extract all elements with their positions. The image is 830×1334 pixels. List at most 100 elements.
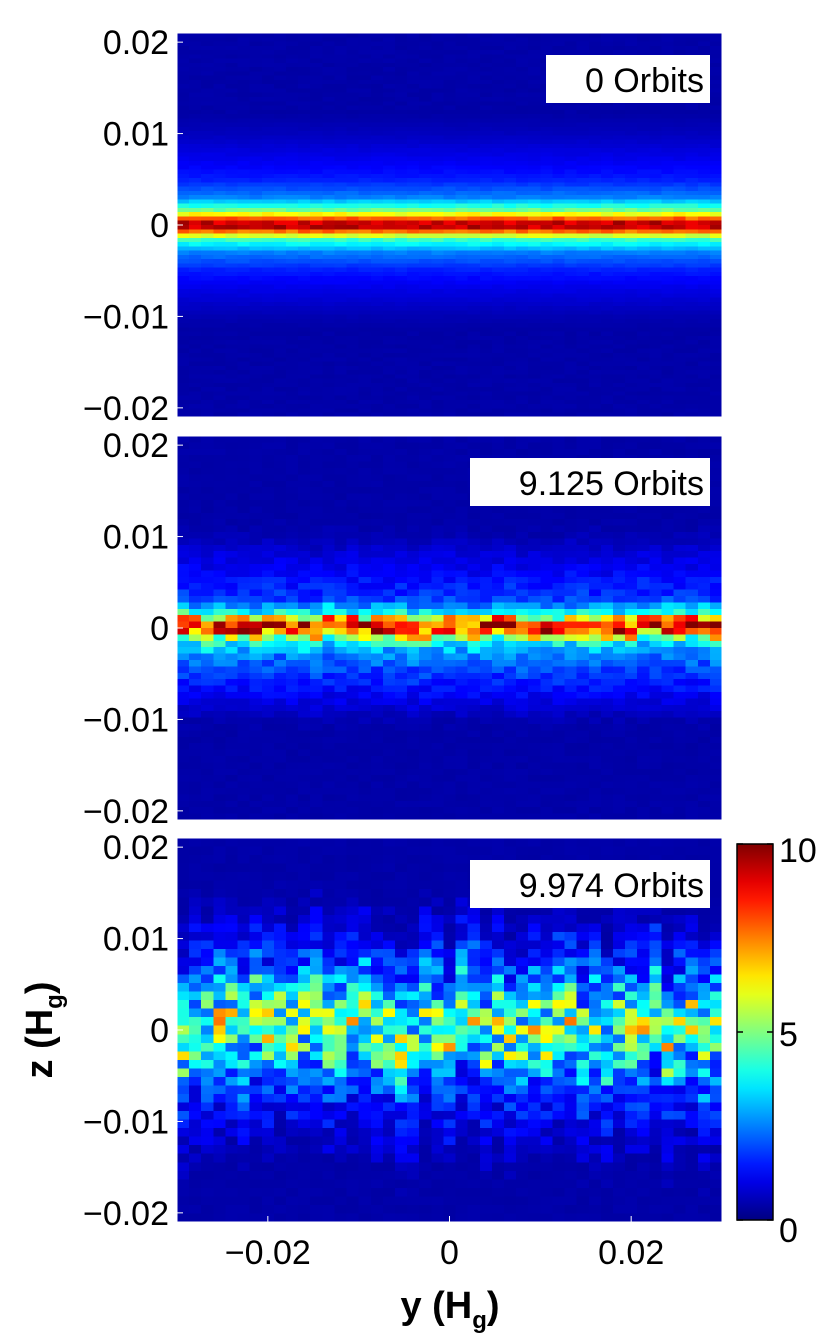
heatmap-cell (491, 165, 505, 171)
heatmap-cell (177, 474, 190, 482)
heatmap-cell (540, 318, 554, 324)
heatmap-cell (273, 259, 287, 264)
heatmap-cell (407, 448, 420, 456)
heatmap-cell (382, 348, 396, 354)
heatmap-cell (709, 45, 723, 51)
heatmap-cell (600, 408, 614, 414)
heatmap-cell (455, 126, 469, 132)
heatmap-cell (431, 216, 445, 222)
heatmap-cell (358, 564, 372, 571)
heatmap-cell (358, 199, 372, 205)
heatmap-cell (588, 327, 602, 333)
heatmap-cell (588, 143, 602, 149)
heatmap-cell (382, 361, 396, 367)
heatmap-cell (382, 246, 396, 252)
heatmap-cell (455, 487, 469, 495)
y-tick-label: −0.01 (83, 298, 169, 336)
heatmap-cell (516, 182, 529, 188)
heatmap-cell (346, 263, 360, 269)
heatmap-cell (431, 512, 445, 520)
heatmap-cell (516, 190, 529, 196)
heatmap-cell (334, 75, 348, 81)
heatmap-cell (189, 97, 202, 102)
heatmap-cell (661, 436, 675, 443)
heatmap-cell (685, 143, 699, 149)
heatmap-cell (576, 357, 590, 363)
heatmap-cell (613, 101, 626, 107)
heatmap-cell (322, 395, 336, 401)
heatmap-cell (286, 382, 299, 388)
heatmap-cell (273, 382, 287, 388)
heatmap-cell (443, 254, 457, 260)
heatmap-cell (685, 538, 699, 546)
heatmap-cell (600, 169, 614, 175)
heatmap-cell (661, 331, 675, 337)
heatmap-cell (334, 331, 348, 337)
heatmap-cell (201, 259, 214, 264)
heatmap-cell (225, 225, 239, 230)
heatmap-cell (479, 54, 493, 60)
heatmap-cell (528, 348, 541, 354)
heatmap-cell (249, 378, 263, 384)
heatmap-cell (491, 335, 505, 341)
heatmap-cell (346, 75, 360, 81)
heatmap-cell (479, 58, 493, 64)
heatmap-cell (249, 126, 263, 132)
heatmap-cell (382, 544, 396, 552)
heatmap-cell (358, 382, 372, 388)
heatmap-cell (516, 148, 529, 154)
heatmap-cell (649, 544, 663, 552)
heatmap-cell (177, 161, 190, 166)
heatmap-cell (189, 370, 202, 375)
heatmap-cell (637, 225, 650, 230)
heatmap-cell (491, 199, 505, 205)
heatmap-cell (588, 395, 602, 401)
heatmap-cell (201, 118, 214, 124)
heatmap-cell (649, 195, 663, 200)
heatmap-cell (491, 173, 505, 179)
heatmap-cell (407, 105, 420, 111)
heatmap-cell (431, 259, 445, 264)
heatmap-cell (358, 178, 372, 183)
heatmap-cell (286, 233, 299, 239)
heatmap-cell (310, 532, 323, 539)
heatmap-cell (237, 335, 251, 341)
heatmap-cell (649, 382, 663, 388)
heatmap-cell (576, 165, 590, 171)
heatmap-cell (298, 361, 311, 367)
heatmap-cell (334, 538, 348, 546)
heatmap-cell (516, 551, 529, 559)
heatmap-cell (625, 557, 638, 565)
heatmap-cell (491, 33, 505, 38)
heatmap-cell (673, 41, 687, 47)
heatmap-cell (443, 220, 457, 226)
heatmap-cell (201, 512, 214, 520)
heatmap-cell (528, 190, 541, 196)
heatmap-cell (201, 487, 214, 495)
heatmap-cell (491, 190, 505, 196)
heatmap-cell (649, 399, 663, 405)
heatmap-cell (588, 374, 602, 380)
heatmap-cell (407, 289, 420, 294)
heatmap-cell (516, 67, 529, 72)
heatmap-cell (600, 216, 614, 222)
heatmap-cell (310, 318, 323, 324)
heatmap-cell (661, 267, 675, 273)
heatmap-cell (237, 62, 251, 68)
heatmap-cell (370, 178, 384, 183)
heatmap-cell (334, 448, 348, 456)
heatmap-cell (249, 480, 263, 488)
heatmap-cell (600, 33, 614, 38)
heatmap-cell (249, 271, 263, 277)
heatmap-cell (261, 280, 275, 286)
heatmap-cell (395, 525, 408, 533)
heatmap-cell (370, 310, 384, 316)
heatmap-cell (261, 169, 275, 175)
heatmap-cell (322, 557, 336, 565)
heatmap-cell (491, 318, 505, 324)
heatmap-cell (552, 242, 566, 247)
heatmap-cell (467, 370, 481, 375)
heatmap-cell (540, 344, 554, 350)
heatmap-cell (261, 374, 275, 380)
heatmap-cell (358, 293, 372, 299)
